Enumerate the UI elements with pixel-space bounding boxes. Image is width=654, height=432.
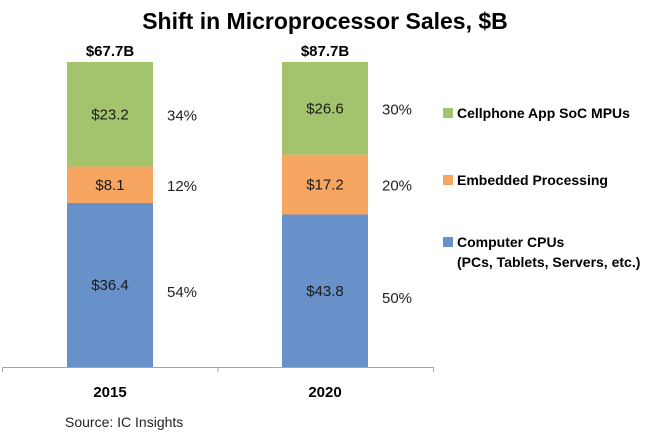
- source-note: Source: IC Insights: [65, 414, 183, 430]
- value-label: $17.2: [306, 177, 344, 194]
- percent-label: 30%: [382, 101, 412, 118]
- value-label: $26.6: [306, 100, 344, 117]
- bar-segment-computer-cpus-2015: [67, 203, 153, 367]
- legend-label: Computer CPUs: [457, 234, 565, 250]
- chart-title: Shift in Microprocessor Sales, $B: [142, 8, 508, 34]
- percent-label: 20%: [382, 178, 412, 195]
- bar-segment-embedded-processing-2015: [67, 166, 153, 204]
- category-label: 2020: [308, 384, 341, 401]
- percent-label: 34%: [167, 107, 197, 124]
- legend-label: Embedded Processing: [457, 172, 608, 188]
- percent-label: 50%: [382, 290, 412, 307]
- category-label: 2015: [93, 384, 126, 401]
- legend-label: (PCs, Tablets, Servers, etc.): [457, 254, 640, 270]
- bar-segment-embedded-processing-2020: [282, 154, 368, 215]
- total-label: $87.7B: [301, 43, 350, 60]
- legend-swatch: [443, 108, 453, 118]
- bar-segment-computer-cpus-2020: [282, 214, 368, 367]
- legend-label: Cellphone App SoC MPUs: [457, 105, 630, 121]
- legend-swatch: [443, 237, 453, 247]
- bar-segment-cellphone-app-soc-mpus-2015: [67, 62, 153, 167]
- value-label: $23.2: [91, 106, 129, 123]
- bar-segment-cellphone-app-soc-mpus-2020: [282, 62, 368, 155]
- x-axis: 2015 2020: [2, 367, 434, 401]
- legend: Cellphone App SoC MPUs Embedded Processin…: [443, 105, 640, 270]
- value-label: $43.8: [306, 283, 344, 300]
- value-label: $8.1: [95, 177, 124, 194]
- percent-label: 54%: [167, 284, 197, 301]
- bars-group: $36.4 54% $8.1 12% $23.2 34% $67.7B $43.8 50% $17…: [67, 43, 412, 367]
- total-label: $67.7B: [86, 43, 135, 60]
- legend-swatch: [443, 175, 453, 185]
- value-label: $36.4: [91, 277, 129, 294]
- percent-label: 12%: [167, 178, 197, 195]
